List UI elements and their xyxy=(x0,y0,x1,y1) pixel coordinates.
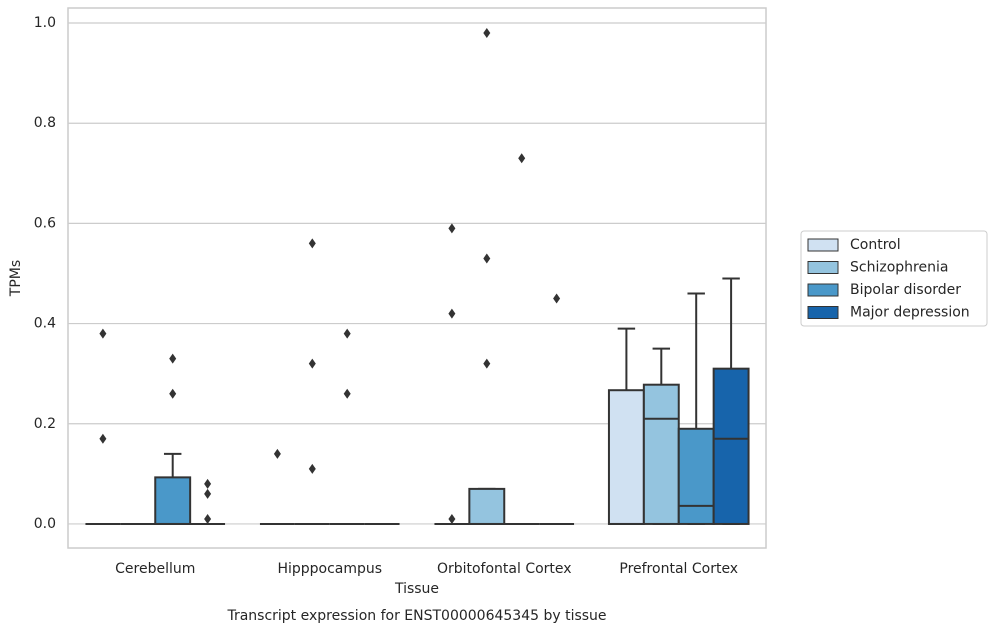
y-tick-label: 0.6 xyxy=(34,215,56,231)
box xyxy=(712,367,750,525)
x-tick-label: Prefrontal Cortex xyxy=(619,561,738,577)
legend-label: Bipolar disorder xyxy=(850,282,961,298)
outlier xyxy=(483,253,491,264)
y-tick-label: 1.0 xyxy=(34,15,56,31)
outlier xyxy=(308,463,316,474)
outlier xyxy=(308,238,316,249)
x-axis-label: Tissue xyxy=(394,581,439,597)
x-tick-label: Orbitofontal Cortex xyxy=(437,561,572,577)
outlier xyxy=(169,388,177,399)
y-tick-label: 0.4 xyxy=(34,316,56,332)
box xyxy=(642,383,680,525)
outlier xyxy=(343,388,351,399)
outlier xyxy=(169,353,177,364)
legend-swatch xyxy=(807,283,839,297)
legend-label: Control xyxy=(850,237,901,253)
outlier xyxy=(308,358,316,369)
box xyxy=(607,389,645,525)
x-tick-label: Cerebellum xyxy=(115,561,195,577)
outlier xyxy=(204,478,212,489)
y-axis-label: TPMs xyxy=(8,260,24,297)
outlier xyxy=(99,433,107,444)
y-tick-label: 0.2 xyxy=(34,416,56,432)
outlier xyxy=(273,448,281,459)
plot-frame xyxy=(67,7,767,549)
legend-swatch xyxy=(807,306,839,319)
outlier xyxy=(99,328,107,339)
outlier xyxy=(204,488,212,499)
y-tick-label: 0.0 xyxy=(34,516,56,532)
outlier xyxy=(483,28,491,39)
outlier xyxy=(448,223,456,234)
outlier xyxy=(448,513,456,524)
outlier xyxy=(553,293,561,304)
legend-label: Schizophrenia xyxy=(850,260,948,276)
box xyxy=(677,427,715,525)
outlier xyxy=(448,308,456,319)
chart-caption: Transcript expression for ENST0000064534… xyxy=(226,608,606,624)
y-tick-label: 0.8 xyxy=(34,115,56,131)
legend-swatch xyxy=(807,261,839,274)
legend-box xyxy=(800,230,988,327)
box xyxy=(154,476,192,525)
x-tick-label: Hipppocampus xyxy=(277,561,382,577)
legend-label: Major depression xyxy=(850,305,970,321)
outlier xyxy=(518,153,526,164)
outlier xyxy=(483,358,491,369)
box xyxy=(468,487,506,525)
outlier xyxy=(343,328,351,339)
legend-swatch xyxy=(807,238,839,252)
outlier xyxy=(204,513,212,524)
